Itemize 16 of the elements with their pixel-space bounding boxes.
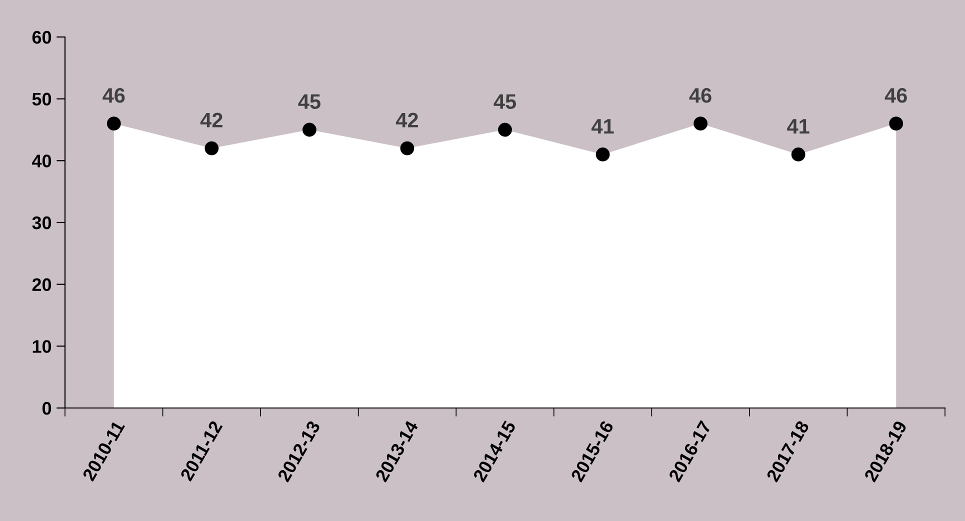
y-tick-label: 0	[42, 402, 52, 415]
y-tick-label: 60	[32, 30, 52, 44]
data-label: 42	[200, 112, 222, 128]
data-label: 41	[592, 119, 614, 134]
y-tick-label: 20	[32, 278, 52, 292]
data-label: 45	[298, 94, 320, 109]
data-label: 46	[102, 88, 125, 103]
data-label: 46	[689, 88, 712, 103]
data-label: 42	[396, 112, 418, 128]
data-label: 45	[494, 94, 516, 109]
y-tick-label: 30	[32, 216, 52, 230]
y-tick-label: 10	[32, 340, 52, 353]
data-label: 46	[884, 88, 907, 103]
data-label: 41	[787, 119, 810, 134]
y-tick-label: 40	[32, 154, 52, 168]
y-tick-label: 50	[32, 92, 52, 106]
